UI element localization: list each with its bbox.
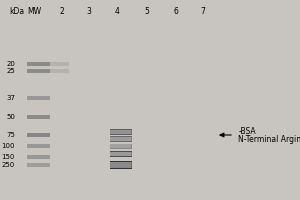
- Bar: [110, 137, 131, 141]
- Bar: [110, 137, 131, 141]
- Bar: [110, 130, 131, 134]
- Text: 7: 7: [200, 7, 205, 17]
- Bar: [110, 136, 132, 142]
- Text: 250: 250: [2, 162, 15, 168]
- Bar: [110, 129, 132, 135]
- Text: 37: 37: [6, 95, 15, 101]
- Text: 150: 150: [2, 154, 15, 160]
- Bar: [110, 151, 132, 157]
- Text: 2: 2: [59, 7, 64, 17]
- Bar: [110, 129, 132, 135]
- Bar: [27, 96, 50, 100]
- Bar: [110, 162, 131, 168]
- Bar: [27, 155, 50, 159]
- Bar: [110, 144, 132, 149]
- Bar: [110, 162, 132, 168]
- Bar: [110, 129, 132, 135]
- Bar: [110, 144, 131, 149]
- Text: 3: 3: [86, 7, 91, 17]
- Text: 20: 20: [6, 61, 15, 67]
- Text: -BSA: -BSA: [238, 127, 256, 136]
- Text: 75: 75: [6, 132, 15, 138]
- Text: MW: MW: [27, 7, 42, 17]
- Bar: [110, 130, 131, 134]
- Bar: [27, 144, 50, 148]
- Bar: [27, 163, 50, 167]
- Bar: [110, 162, 131, 168]
- Bar: [110, 144, 131, 148]
- Text: 5: 5: [145, 7, 149, 17]
- Text: 25: 25: [6, 68, 15, 74]
- Bar: [27, 69, 50, 73]
- Text: 6: 6: [173, 7, 178, 17]
- Bar: [110, 136, 132, 142]
- Bar: [110, 144, 132, 149]
- Text: 4: 4: [115, 7, 119, 17]
- Bar: [27, 133, 50, 137]
- Bar: [27, 62, 50, 66]
- Text: N-Terminal Arginine: N-Terminal Arginine: [238, 134, 300, 144]
- Bar: [110, 161, 132, 169]
- Bar: [50, 69, 69, 73]
- Bar: [110, 152, 131, 156]
- Bar: [50, 62, 69, 66]
- Bar: [110, 152, 132, 156]
- Text: kDa: kDa: [9, 7, 24, 17]
- Bar: [110, 151, 132, 157]
- Bar: [110, 161, 132, 169]
- Bar: [27, 115, 50, 119]
- Bar: [110, 152, 131, 156]
- Text: 50: 50: [6, 114, 15, 120]
- Text: 100: 100: [2, 143, 15, 149]
- Bar: [110, 136, 132, 142]
- Bar: [110, 144, 132, 149]
